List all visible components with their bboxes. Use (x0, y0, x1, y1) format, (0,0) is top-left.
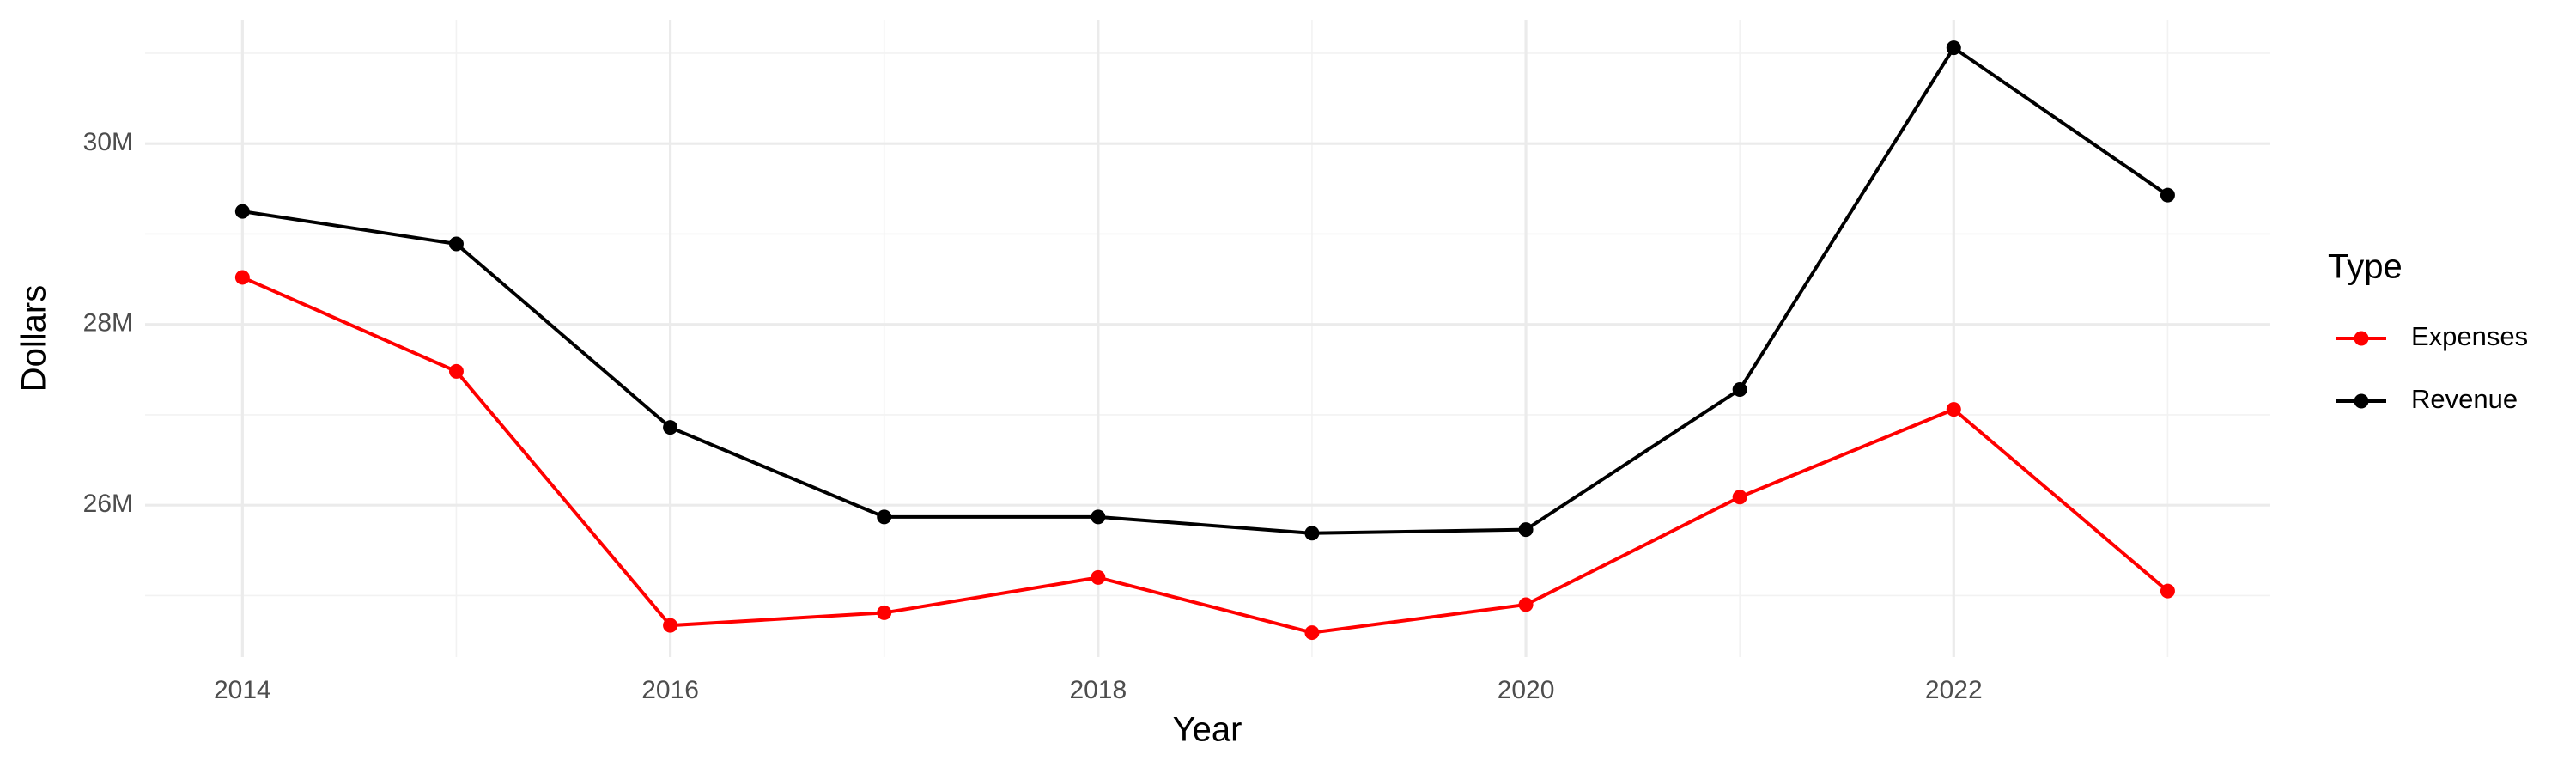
y-axis-title: Dollars (15, 285, 53, 392)
data-point (234, 270, 250, 285)
data-point (448, 363, 464, 379)
legend-label: Expenses (2411, 321, 2528, 351)
data-point (1518, 597, 1534, 612)
legend-key-point (2354, 393, 2369, 409)
data-point (1946, 40, 1961, 56)
data-point (1091, 509, 1106, 525)
data-point (877, 509, 892, 525)
y-tick-label: 30M (83, 128, 133, 156)
x-tick-label: 2016 (641, 676, 699, 704)
data-point (663, 618, 678, 633)
legend-label: Revenue (2411, 384, 2518, 414)
data-point (234, 204, 250, 219)
legend-title: Type (2328, 248, 2403, 286)
x-axis-title: Year (1173, 711, 1242, 749)
series-line (242, 45, 2169, 535)
data-point (663, 420, 678, 435)
y-tick-label: 26M (83, 490, 133, 518)
y-tick-label: 28M (83, 309, 133, 338)
legend-key-point (2354, 331, 2369, 346)
x-tick-label: 2022 (1925, 676, 1983, 704)
data-point (1732, 381, 1747, 397)
data-point (2160, 583, 2175, 599)
data-point (877, 605, 892, 620)
data-point (448, 236, 464, 252)
data-point (2160, 187, 2175, 203)
data-point (1091, 569, 1106, 585)
data-point (1304, 625, 1320, 641)
x-tick-label: 2018 (1069, 676, 1127, 704)
x-tick-label: 2020 (1498, 676, 1555, 704)
data-point (1518, 522, 1534, 538)
x-tick-label: 2014 (214, 676, 271, 704)
data-point (1304, 526, 1320, 541)
data-point (1732, 490, 1747, 505)
series-line (241, 276, 2169, 635)
data-point (1946, 402, 1961, 417)
